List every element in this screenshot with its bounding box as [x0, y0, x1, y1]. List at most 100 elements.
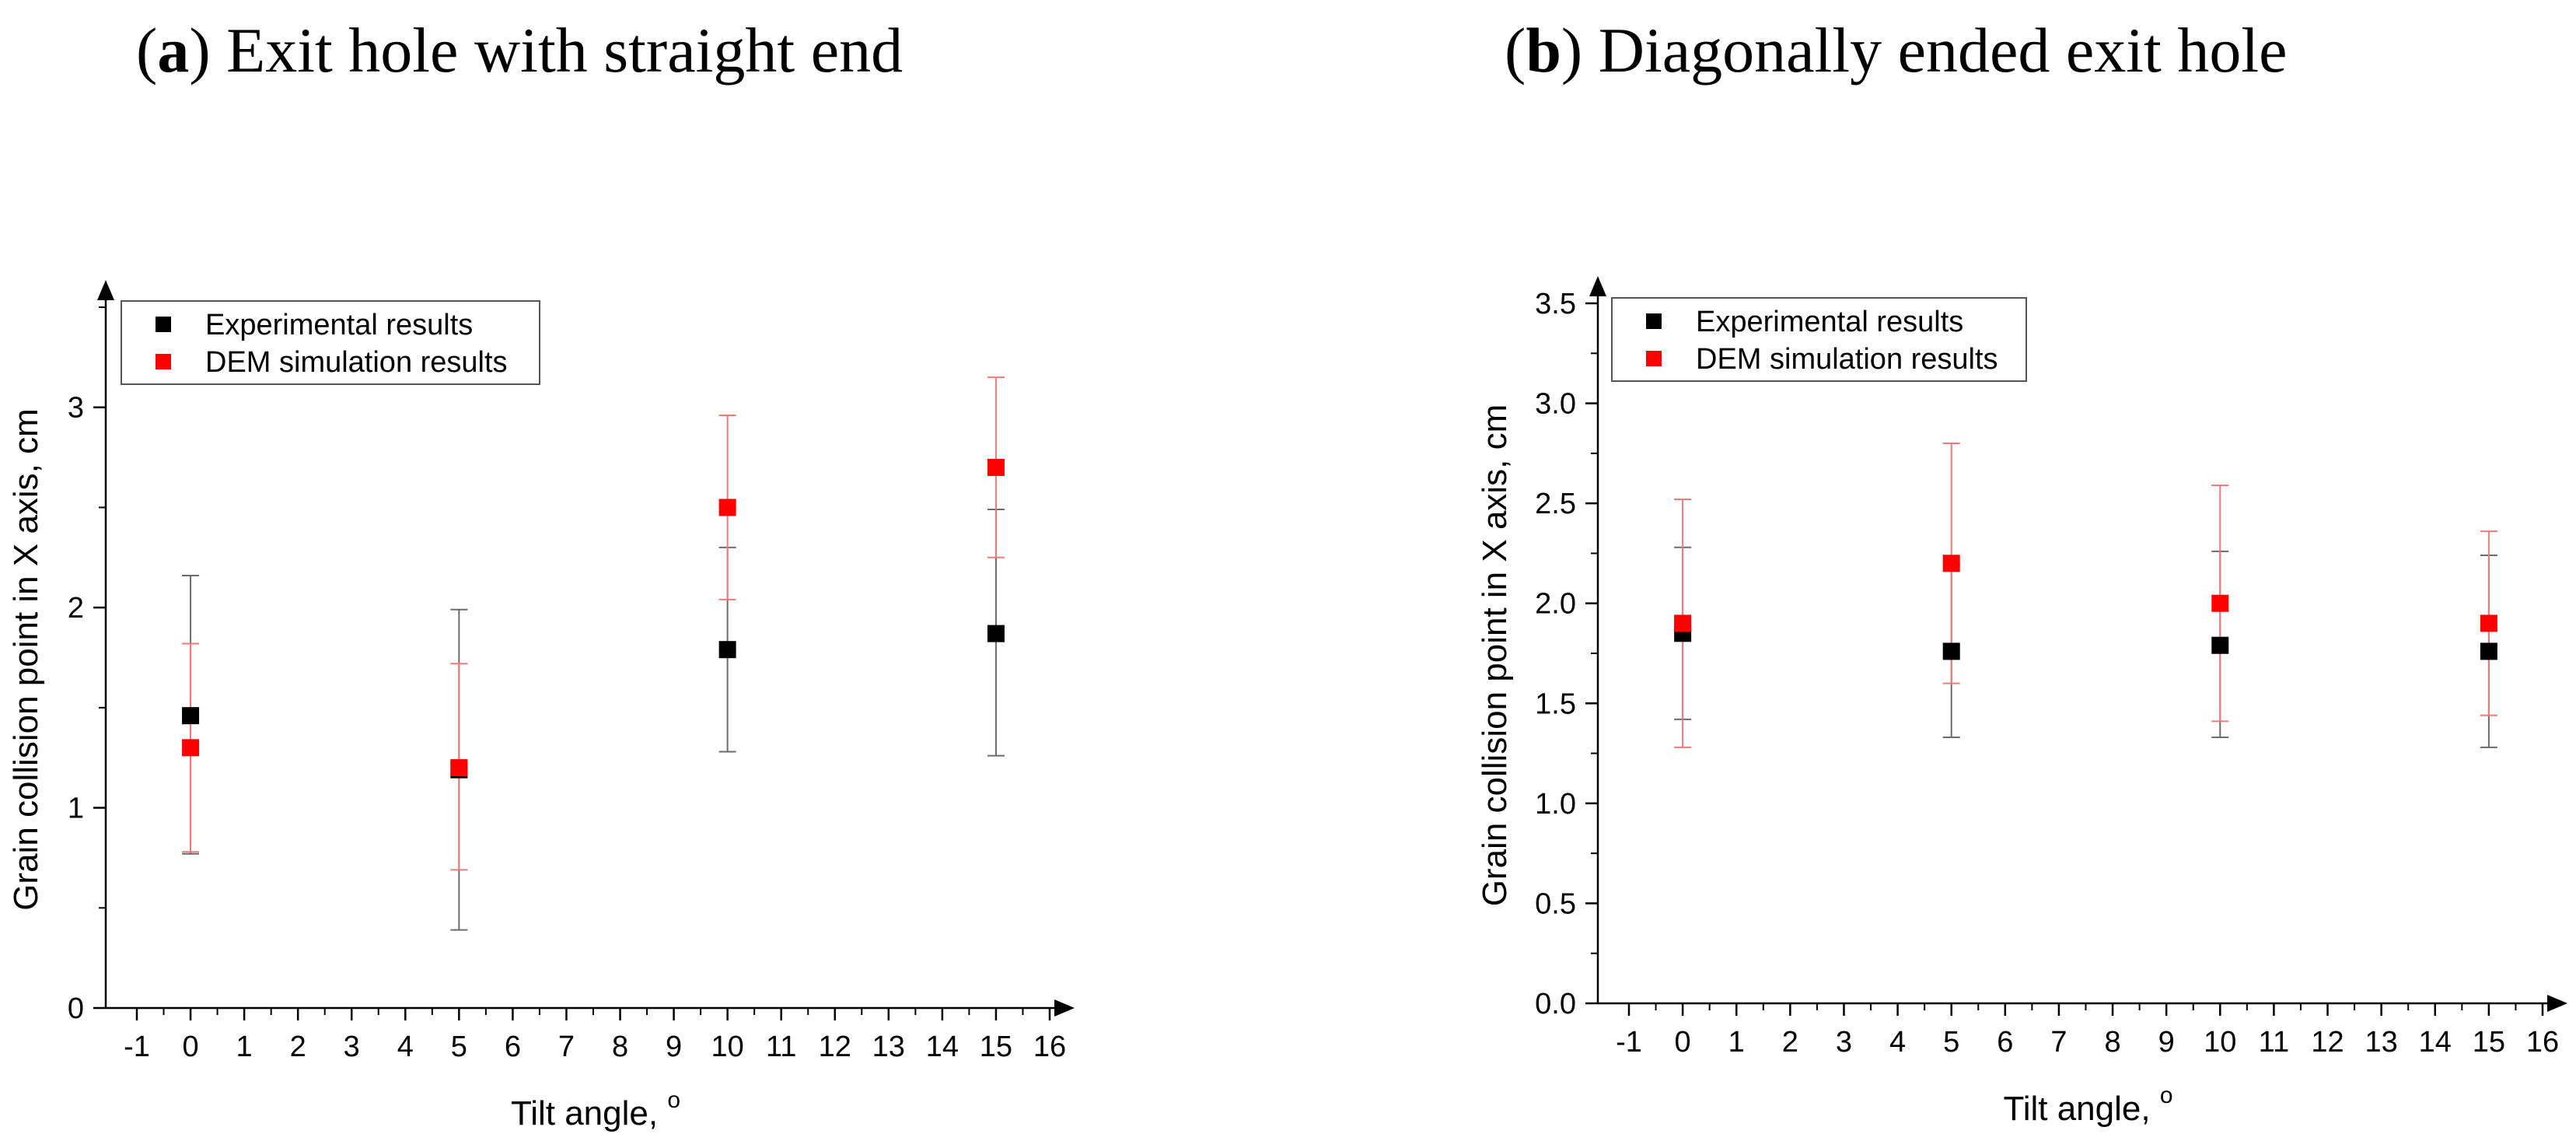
legend: Experimental results DEM simulation resul… [1611, 297, 2027, 382]
panel-a-title-text: Exit hole with straight end [226, 15, 904, 86]
panel-a-label: a [157, 15, 190, 86]
data-point [450, 759, 468, 777]
x-tick-label: 4 [1889, 1026, 1906, 1059]
legend-box [121, 300, 540, 385]
x-tick-label: 2 [290, 1031, 306, 1063]
series-dem-simulation [1674, 443, 2497, 748]
x-axis-label-text: Tilt angle, [2003, 1090, 2159, 1128]
x-tick-label: 13 [872, 1031, 905, 1063]
y-tick-label: 1.5 [1535, 688, 1576, 720]
data-point [2211, 594, 2229, 612]
data-point [1674, 614, 1692, 632]
legend-box [1611, 297, 2027, 382]
x-tick-label: 1 [236, 1031, 253, 1063]
x-tick-label: 12 [2311, 1026, 2344, 1059]
x-axis-label-degree: o [667, 1087, 680, 1113]
y-axis-arrow [97, 280, 114, 300]
data-point [2211, 636, 2229, 654]
y-tick-label: 3.0 [1535, 388, 1576, 421]
x-tick-label: 9 [2158, 1026, 2175, 1059]
x-axis-label: Tilt angle, o [511, 1087, 680, 1132]
panel-b-label: b [1526, 15, 1561, 86]
x-tick-label: 7 [558, 1031, 575, 1063]
data-point [1942, 642, 1960, 660]
x-axis-arrow [1054, 999, 1075, 1017]
x-axis-label-degree: o [2160, 1083, 2173, 1108]
data-point [182, 739, 200, 757]
x-tick-label: 10 [711, 1031, 744, 1063]
x-tick-label: 4 [397, 1031, 414, 1063]
x-tick-label: 13 [2365, 1026, 2398, 1059]
markers-experimental [182, 625, 1005, 779]
legend-label: Experimental results [1696, 306, 1963, 338]
legend: Experimental results DEM simulation resul… [121, 300, 540, 385]
x-tick-label: -1 [124, 1031, 150, 1063]
y-axis-label: Grain collision point in X axis, cm [7, 408, 45, 911]
x-tick-label: 5 [1943, 1026, 1959, 1059]
data-point [182, 707, 200, 725]
x-axis-label-text: Tilt angle, [511, 1094, 667, 1132]
legend-marker [156, 317, 171, 332]
x-tick-label: 3 [344, 1031, 360, 1063]
data-point [718, 499, 736, 516]
x-tick-label: 14 [2419, 1026, 2452, 1059]
y-axis-label: Grain collision point in X axis, cm [1476, 404, 1514, 907]
x-tick-label: 11 [766, 1031, 796, 1063]
x-tick-label: 7 [2050, 1026, 2067, 1059]
data-point [718, 641, 736, 659]
data-point [2480, 642, 2497, 660]
x-tick-label: 16 [2526, 1026, 2559, 1059]
x-tick-label: -1 [1616, 1026, 1642, 1059]
legend-marker [156, 354, 171, 369]
markers-dem-simulation [182, 458, 1005, 777]
legend-marker [1646, 313, 1662, 329]
markers-dem-simulation [1674, 555, 2497, 632]
x-tick-label: 0 [1675, 1026, 1691, 1059]
x-tick-label: 6 [505, 1031, 521, 1063]
legend-label: Experimental results [205, 309, 473, 341]
x-tick-label: 8 [612, 1031, 628, 1063]
panel-b-title: (b) Diagonally ended exit hole [1505, 15, 2288, 86]
x-axis-label: Tilt angle, o [2003, 1083, 2172, 1128]
x-tick-label: 15 [980, 1031, 1012, 1063]
data-point [987, 458, 1005, 476]
y-tick-label: 2 [68, 592, 84, 625]
x-tick-label: 11 [2259, 1026, 2289, 1059]
y-tick-label: 1.0 [1535, 788, 1576, 821]
chart-panel-b: -1 0 1 2 3 4 5 6 7 8 9 10 11 12 13 14 15 160.00.51.01.52.… [1476, 276, 2567, 1128]
y-axis-arrow [1589, 276, 1606, 296]
legend-marker [1646, 351, 1662, 366]
x-tick-label: 5 [451, 1031, 467, 1063]
x-tick-label: 10 [2204, 1026, 2236, 1059]
y-tick-label: 3 [68, 392, 84, 425]
y-tick-label: 0.5 [1535, 887, 1576, 920]
data-point [1942, 555, 1960, 572]
panel-a-title: (a) Exit hole with straight end [136, 15, 904, 86]
y-tick-label: 2.0 [1535, 588, 1576, 621]
y-tick-label: 1 [68, 793, 84, 825]
markers-experimental [1674, 625, 2497, 660]
x-tick-label: 8 [2104, 1026, 2120, 1059]
x-tick-label: 9 [666, 1031, 682, 1063]
y-tick-label: 2.5 [1535, 488, 1576, 520]
x-tick-label: 16 [1033, 1031, 1066, 1063]
legend-label: DEM simulation results [1696, 343, 1998, 376]
data-point [2480, 614, 2497, 632]
y-tick-label: 0 [68, 992, 84, 1025]
x-tick-label: 3 [1836, 1026, 1852, 1059]
x-tick-label: 6 [1997, 1026, 2013, 1059]
data-point [987, 625, 1005, 642]
x-tick-label: 15 [2473, 1026, 2505, 1059]
y-tick-label: 0.0 [1535, 988, 1576, 1020]
series-experimental [1674, 546, 2497, 748]
panel-b-title-text: Diagonally ended exit hole [1598, 15, 2288, 86]
series-dem-simulation [182, 376, 1005, 871]
x-tick-label: 12 [819, 1031, 851, 1063]
series-experimental [182, 509, 1005, 931]
x-tick-label: 14 [926, 1031, 959, 1063]
x-axis-arrow [2547, 995, 2567, 1012]
x-tick-label: 1 [1728, 1026, 1745, 1059]
x-tick-label: 2 [1782, 1026, 1798, 1059]
